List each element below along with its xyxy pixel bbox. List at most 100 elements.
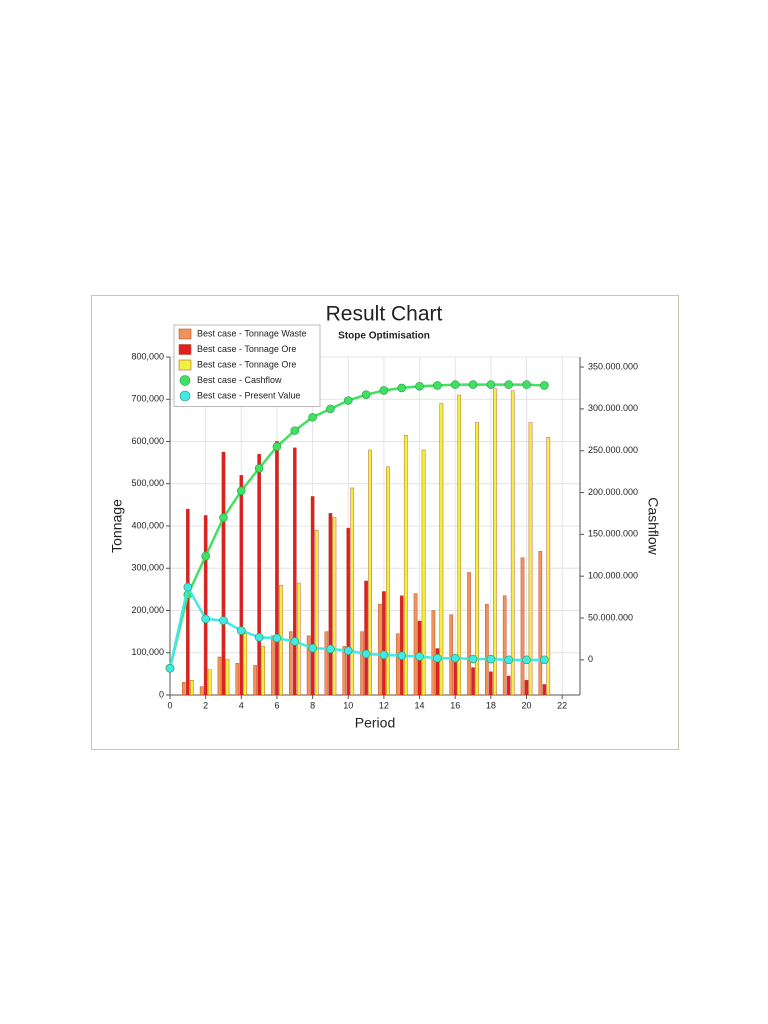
bar	[395, 633, 400, 696]
bar	[382, 591, 386, 696]
y-tick-label: 100,000	[131, 647, 164, 657]
x-tick-label: 14	[415, 700, 425, 710]
y2-tick-label: 50.000.000	[588, 612, 633, 622]
y2-tick-label: 300.000.000	[588, 403, 638, 413]
line-marker	[201, 614, 210, 624]
line-marker	[540, 381, 549, 390]
legend-swatch	[178, 328, 192, 340]
line-marker	[343, 646, 353, 655]
legend-swatch	[178, 359, 192, 371]
y2-tick-label: 100.000.000	[588, 571, 638, 581]
legend-label: Best case - Present Value	[197, 390, 300, 400]
x-tick-label: 0	[167, 700, 172, 710]
bar	[378, 603, 382, 696]
y-tick-label: 400,000	[131, 520, 164, 530]
chart-subtitle: Stope Optimisation	[338, 331, 430, 342]
line-marker	[486, 380, 496, 389]
bar	[399, 595, 404, 696]
bar	[314, 530, 319, 696]
line-marker	[254, 463, 264, 473]
line-marker	[397, 651, 407, 660]
bar	[182, 682, 186, 696]
bar	[190, 680, 194, 696]
x-tick-label: 8	[310, 700, 315, 710]
bar	[332, 517, 337, 696]
x-axis-title: Period	[355, 715, 395, 731]
y2-axis-title: Cashflow	[645, 497, 661, 555]
bar	[439, 403, 444, 696]
y-tick-label: 0	[159, 689, 164, 699]
y-axis-title: Tonnage	[109, 499, 125, 553]
bar	[243, 633, 248, 696]
bar	[217, 656, 222, 696]
bar	[207, 669, 212, 696]
bar	[225, 658, 230, 696]
line-marker	[522, 380, 531, 389]
bar	[360, 631, 364, 696]
bar	[203, 515, 208, 696]
line-marker	[397, 383, 407, 393]
line-marker	[433, 653, 442, 663]
line-marker	[468, 380, 478, 389]
bar	[364, 580, 368, 696]
bar	[524, 680, 529, 696]
legend-label: Best case - Tonnage Waste	[197, 328, 307, 338]
bar	[485, 603, 489, 696]
line-marker	[254, 632, 264, 642]
line-marker	[272, 442, 282, 451]
line-marker	[486, 654, 496, 664]
bar	[386, 466, 390, 696]
y2-tick-label: 0	[588, 654, 593, 664]
bar	[403, 434, 408, 696]
bar	[253, 665, 257, 696]
line	[168, 583, 545, 669]
bar	[435, 648, 440, 696]
line-marker	[379, 650, 389, 660]
line-marker	[433, 381, 442, 390]
y2-tick-label: 350.000.000	[588, 361, 638, 371]
line-marker	[237, 486, 246, 496]
line-marker	[308, 643, 317, 653]
x-tick-label: 16	[450, 700, 460, 710]
x-tick-label: 6	[274, 700, 279, 710]
bar	[528, 422, 533, 696]
line-marker	[361, 390, 371, 399]
bar	[493, 388, 497, 696]
y-tick-label: 800,000	[131, 351, 164, 361]
x-tick-label: 4	[239, 700, 244, 710]
bar	[475, 422, 479, 696]
bar	[350, 487, 355, 696]
legend-box	[173, 324, 321, 407]
line-marker	[415, 381, 424, 391]
line-marker	[237, 626, 246, 635]
bar	[235, 663, 240, 696]
line-marker	[379, 386, 389, 395]
bar	[520, 557, 525, 696]
y-tick-label: 500,000	[131, 478, 164, 488]
line-marker	[361, 649, 371, 659]
bar	[239, 475, 244, 696]
x-tick-label: 10	[343, 700, 353, 710]
bar	[510, 390, 515, 696]
bar	[471, 667, 475, 696]
line-marker	[272, 633, 282, 643]
line-marker	[219, 513, 228, 522]
line-marker	[201, 551, 210, 561]
line-marker	[415, 652, 424, 661]
bar	[221, 451, 226, 696]
line-marker	[326, 644, 335, 654]
bar	[199, 686, 204, 696]
line-marker	[504, 380, 513, 389]
bar	[292, 447, 297, 696]
line-marker	[343, 396, 353, 405]
bar	[449, 614, 454, 696]
y2-tick-label: 150.000.000	[588, 529, 638, 539]
bar	[346, 527, 351, 696]
bar	[288, 631, 293, 696]
legend-swatch	[178, 344, 192, 355]
bar	[261, 646, 265, 696]
y-tick-label: 300,000	[131, 563, 164, 573]
bar	[457, 394, 462, 696]
